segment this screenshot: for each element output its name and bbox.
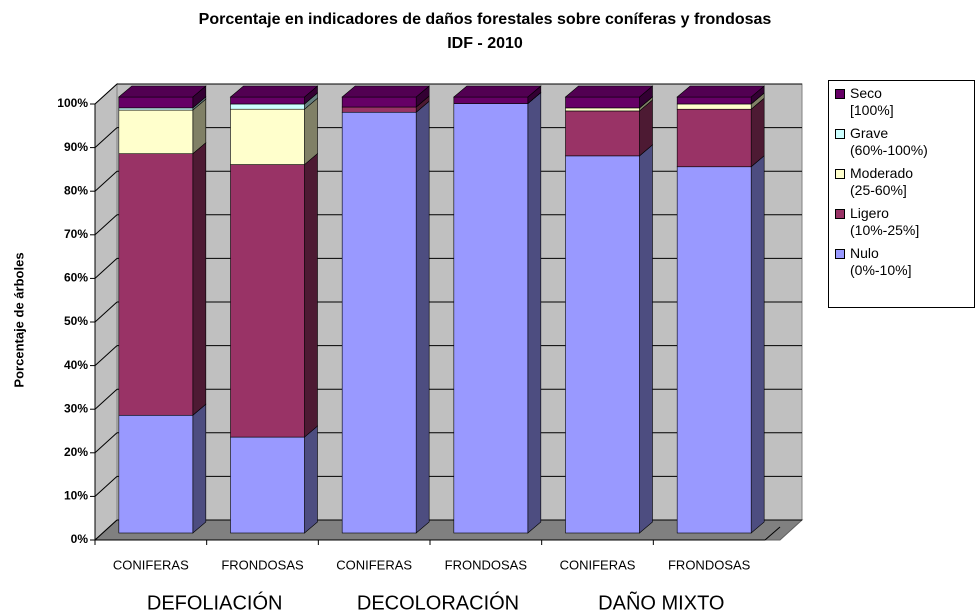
- legend-label: Seco [100%]: [850, 85, 894, 118]
- bar-segment: [565, 110, 640, 157]
- legend-swatch: [835, 89, 845, 99]
- grid-line-side: [94, 519, 118, 541]
- x-tick-label: CONIFERAS: [336, 557, 412, 572]
- y-tick-label: 30%: [64, 401, 88, 415]
- bar-segment: [230, 164, 305, 438]
- y-axis-label: Porcentaje de árboles: [11, 252, 26, 387]
- legend-item: Grave (60%-100%): [835, 125, 968, 159]
- bar-segment: [341, 96, 417, 108]
- grid-line-side: [94, 83, 118, 105]
- grid-line-side: [94, 476, 118, 497]
- legend-swatch: [835, 209, 845, 219]
- legend-swatch: [835, 129, 845, 139]
- chart-title: Porcentaje en indicadores de daños fores…: [199, 11, 772, 28]
- bar-segment: [676, 108, 752, 168]
- legend-label: Moderado (25-60%]: [850, 165, 914, 198]
- y-tick-label: 70%: [64, 227, 88, 241]
- bar-segment: [565, 155, 640, 534]
- grid-line-side: [94, 258, 118, 279]
- bar-top: [453, 85, 542, 98]
- bar-side: [304, 152, 318, 438]
- bar-top: [676, 85, 765, 98]
- legend-label: Grave (60%-100%): [850, 125, 928, 158]
- legend-swatch: [835, 249, 845, 259]
- bar-segment: [118, 96, 194, 109]
- bar-segment: [453, 96, 529, 104]
- legend-swatch: [835, 169, 845, 179]
- legend-item: Ligero (10%-25%]: [835, 205, 968, 239]
- legend: Seco [100%] Grave (60%-100%) Moderado (25-…: [828, 80, 975, 308]
- x-tick-label: FRONDOSAS: [445, 557, 528, 572]
- legend-item: Nulo (0%-10%]: [835, 245, 968, 279]
- legend-item: Seco [100%]: [835, 85, 968, 119]
- x-tick-label: CONIFERAS: [560, 557, 636, 572]
- bar-side: [192, 142, 207, 416]
- bar-top: [229, 85, 319, 98]
- bar-side: [527, 91, 542, 534]
- bar-segment: [230, 436, 305, 534]
- x-tick-label: FRONDOSAS: [221, 557, 304, 572]
- legend-item: Moderado (25-60%]: [835, 165, 968, 199]
- bar-side: [304, 97, 318, 166]
- legend-label: Ligero (10%-25%]: [850, 205, 920, 238]
- bar-segment: [676, 103, 752, 110]
- group-label: DEFOLIACIÓN: [147, 591, 283, 614]
- group-label: DAÑO MIXTO: [598, 590, 724, 614]
- x-tick-label: FRONDOSAS: [668, 557, 751, 572]
- bar-segment: [453, 103, 529, 534]
- bar-side: [192, 403, 207, 534]
- bar-segment: [565, 96, 640, 109]
- bar-top: [341, 85, 430, 98]
- y-tick-label: 90%: [64, 140, 88, 154]
- y-tick-label: 20%: [64, 445, 88, 459]
- bar-side: [639, 144, 653, 534]
- bar-segment: [676, 166, 752, 534]
- bar-top: [118, 85, 207, 98]
- bar-side: [750, 97, 765, 168]
- bar-segment: [565, 107, 640, 112]
- bar-segment: [118, 109, 194, 154]
- bar-side: [304, 425, 318, 534]
- y-tick-label: 60%: [64, 271, 88, 285]
- grid-line-side: [94, 214, 118, 236]
- chart-subtitle: IDF - 2010: [447, 35, 523, 52]
- y-tick-label: 50%: [64, 314, 88, 328]
- y-tick-label: 100%: [57, 96, 88, 110]
- y-tick-label: 0%: [71, 532, 89, 546]
- group-label: DECOLORACIÓN: [357, 591, 519, 614]
- bar-segment: [230, 103, 305, 110]
- bar-segment: [230, 96, 305, 105]
- bar-segment: [118, 153, 194, 416]
- grid-line-side: [94, 388, 118, 410]
- grid-line-side: [94, 170, 118, 192]
- grid-line-side: [94, 345, 118, 366]
- bar-segment: [341, 106, 417, 113]
- x-tick-label: CONIFERAS: [113, 557, 189, 572]
- grid-line-side: [94, 432, 118, 454]
- x-axis-depth: [764, 526, 781, 541]
- bar-segment: [676, 96, 752, 105]
- y-tick-label: 80%: [64, 183, 88, 197]
- y-tick-label: 10%: [64, 489, 88, 503]
- bar-segment: [230, 108, 305, 165]
- y-tick-label: 40%: [64, 358, 88, 372]
- bar-side: [750, 155, 765, 534]
- bar-top: [564, 85, 654, 98]
- grid-line-side: [94, 301, 118, 323]
- legend-label: Nulo (0%-10%]: [850, 245, 912, 278]
- bar-segment: [118, 107, 194, 111]
- bar-segment: [341, 111, 417, 534]
- bar-side: [415, 100, 430, 534]
- grid-line-side: [94, 127, 118, 148]
- bar-segment: [118, 414, 194, 534]
